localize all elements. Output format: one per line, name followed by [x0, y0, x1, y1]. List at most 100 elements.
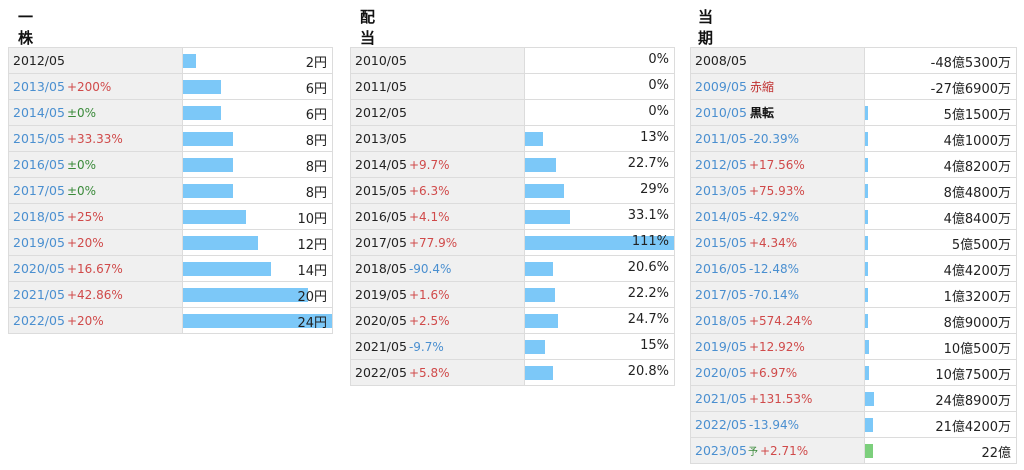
year-cell: 2019/05 +12.92%	[690, 333, 865, 360]
status-badge: 予	[747, 447, 758, 458]
year-link[interactable]: 2013/05	[695, 183, 747, 198]
year-link[interactable]: 2022/05	[695, 417, 747, 432]
value-cell: 8円	[182, 125, 333, 152]
year-link[interactable]: 2017/05	[695, 287, 747, 302]
change-percent: +16.67%	[66, 262, 123, 276]
year-cell: 2018/05 +25%	[8, 203, 183, 230]
year-cell: 2011/05	[350, 73, 525, 100]
table-row: 2014/05 +9.7% 22.7%	[350, 151, 675, 178]
change-percent: +17.56%	[748, 158, 805, 172]
year-link: 2012/05	[13, 53, 65, 68]
value-cell: 1億3200万	[864, 281, 1017, 308]
change-percent: -13.94%	[748, 418, 800, 432]
table-row: 2018/05 +574.24% 8億9000万	[690, 307, 1017, 334]
year-link: 2014/05	[355, 157, 407, 172]
table-row: 2019/05 +20% 12円	[8, 229, 333, 256]
value-cell: 10円	[182, 203, 333, 230]
table-row: 2017/05 -70.14% 1億3200万	[690, 281, 1017, 308]
year-cell: 2014/05 -42.92%	[690, 203, 865, 230]
year-link[interactable]: 2018/05	[13, 209, 65, 224]
year-cell: 2012/05	[350, 99, 525, 126]
year-cell: 2021/05 -9.7%	[350, 333, 525, 360]
year-cell: 2012/05 +17.56%	[690, 151, 865, 178]
value-bar	[183, 288, 308, 302]
change-percent: +33.33%	[66, 132, 123, 146]
value-bar	[865, 366, 869, 380]
year-link[interactable]: 2020/05	[695, 365, 747, 380]
year-link[interactable]: 2014/05	[13, 105, 65, 120]
year-link[interactable]: 2014/05	[695, 209, 747, 224]
year-link[interactable]: 2018/05	[695, 313, 747, 328]
value-text: 4億8200万	[943, 160, 1011, 175]
year-link: 2022/05	[355, 365, 407, 380]
year-link[interactable]: 2019/05	[695, 339, 747, 354]
value-text: 0%	[648, 52, 669, 67]
value-cell: 4億1000万	[864, 125, 1017, 152]
year-link[interactable]: 2020/05	[13, 261, 65, 276]
value-cell: 22.2%	[524, 281, 675, 308]
year-link[interactable]: 2016/05	[13, 157, 65, 172]
forecast-bar	[865, 444, 873, 458]
change-percent: +6.3%	[408, 184, 450, 198]
value-text: 6円	[305, 82, 327, 97]
year-cell: 2020/05 +16.67%	[8, 255, 183, 282]
table-row: 2022/05 +5.8% 20.8%	[350, 359, 675, 386]
table-row: 2017/05 ±0% 8円	[8, 177, 333, 204]
table-row: 2021/05 -9.7% 15%	[350, 333, 675, 360]
change-percent: +6.97%	[748, 366, 798, 380]
value-bar	[183, 210, 246, 224]
year-link[interactable]: 2022/05	[13, 313, 65, 328]
year-link[interactable]: 2010/05	[695, 105, 747, 120]
table-row: 2018/05 -90.4% 20.6%	[350, 255, 675, 282]
value-text: 33.1%	[627, 208, 669, 223]
year-link[interactable]: 2016/05	[695, 261, 747, 276]
change-percent: +20%	[66, 314, 104, 328]
year-cell: 2017/05 -70.14%	[690, 281, 865, 308]
year-link[interactable]: 2013/05	[13, 79, 65, 94]
year-link: 2019/05	[355, 287, 407, 302]
value-bar	[865, 158, 868, 172]
net-income-table: 2008/05 -48億5300万 2009/05 赤縮 -27億6900万 2010/0…	[690, 47, 1017, 464]
change-percent: +131.53%	[748, 392, 813, 406]
table-row: 2012/05 0%	[350, 99, 675, 126]
year-link[interactable]: 2015/05	[13, 131, 65, 146]
value-text: 4億1000万	[943, 134, 1011, 149]
value-text: 111%	[631, 234, 669, 249]
year-cell: 2014/05 ±0%	[8, 99, 183, 126]
year-link[interactable]: 2011/05	[695, 131, 747, 146]
value-cell: 4億8400万	[864, 203, 1017, 230]
value-cell: -27億6900万	[864, 73, 1017, 100]
value-bar	[865, 106, 868, 120]
value-bar	[525, 262, 553, 276]
value-cell: 5億1500万	[864, 99, 1017, 126]
table-row: 2008/05 -48億5300万	[690, 47, 1017, 74]
year-link[interactable]: 2021/05	[695, 391, 747, 406]
year-cell: 2019/05 +20%	[8, 229, 183, 256]
value-text: 22.7%	[627, 156, 669, 171]
year-link[interactable]: 2012/05	[695, 157, 747, 172]
year-link[interactable]: 2021/05	[13, 287, 65, 302]
year-link[interactable]: 2009/05	[695, 79, 747, 94]
value-bar	[525, 184, 564, 198]
table-row: 2021/05 +131.53% 24億8900万	[690, 385, 1017, 412]
value-text: 24億8900万	[935, 394, 1011, 409]
year-link[interactable]: 2023/05	[695, 443, 747, 458]
change-percent: ±0%	[66, 184, 97, 198]
value-bar	[865, 210, 868, 224]
value-cell: 8億9000万	[864, 307, 1017, 334]
value-text: 5億500万	[951, 238, 1011, 253]
value-bar	[865, 184, 868, 198]
value-text: 2円	[305, 56, 327, 71]
year-link[interactable]: 2019/05	[13, 235, 65, 250]
year-cell: 2019/05 +1.6%	[350, 281, 525, 308]
change-percent: -42.92%	[748, 210, 800, 224]
year-link: 2012/05	[355, 105, 407, 120]
table-row: 2015/05 +33.33% 8円	[8, 125, 333, 152]
year-link[interactable]: 2015/05	[695, 235, 747, 250]
year-cell: 2022/05 +20%	[8, 307, 183, 334]
change-percent: -12.48%	[748, 262, 800, 276]
value-text: 10億500万	[943, 342, 1011, 357]
value-text: 12円	[297, 238, 327, 253]
year-cell: 2020/05 +2.5%	[350, 307, 525, 334]
year-link[interactable]: 2017/05	[13, 183, 65, 198]
